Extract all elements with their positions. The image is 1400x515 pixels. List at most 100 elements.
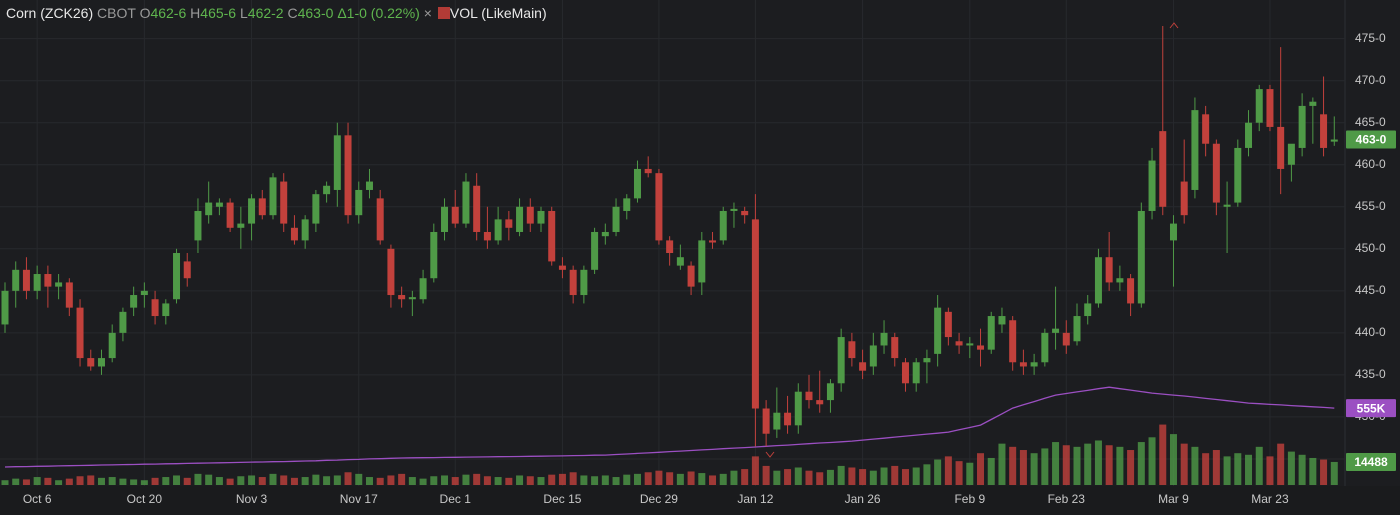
- volume-bar: [891, 465, 899, 485]
- candle-body: [591, 231, 599, 270]
- y-tick-label: 470-0: [1355, 73, 1386, 87]
- candle-body: [730, 208, 738, 211]
- volume-bar: [1159, 424, 1167, 485]
- volume-bar: [183, 477, 191, 485]
- volume-bar: [312, 474, 320, 485]
- candles: [1, 26, 1338, 447]
- candle-body: [355, 189, 363, 216]
- candle-body: [65, 282, 73, 308]
- candle-body: [612, 206, 620, 232]
- exchange: CBOT: [97, 5, 136, 21]
- candle-body: [837, 337, 845, 384]
- volume-bar: [1330, 461, 1338, 485]
- candle-body: [1052, 328, 1060, 333]
- volume-bar: [1169, 434, 1177, 485]
- candle-body: [655, 173, 663, 241]
- candle-body: [548, 210, 556, 262]
- volume-bar: [816, 472, 824, 485]
- volume-ma-tag-bg: [1346, 399, 1396, 418]
- volume-bar: [912, 467, 920, 485]
- price-tag-bg: [1346, 130, 1396, 149]
- candle-body: [601, 231, 609, 237]
- candle-body: [676, 257, 684, 266]
- candle-body: [441, 206, 449, 232]
- candle-body: [912, 362, 920, 384]
- candle-body: [194, 210, 202, 241]
- volume-bar: [226, 478, 234, 485]
- volume-bar: [1127, 450, 1135, 485]
- candle-body: [1030, 362, 1038, 367]
- candle-body: [494, 219, 502, 241]
- candle-body: [805, 391, 813, 401]
- close-button[interactable]: ×: [423, 5, 432, 21]
- volume-bar: [687, 471, 695, 485]
- candle-body: [398, 295, 406, 300]
- candle-body: [215, 202, 223, 207]
- volume-bar: [55, 480, 63, 485]
- candle-body: [784, 412, 792, 426]
- field-value: 463-0: [297, 5, 334, 21]
- volume-icon: [437, 7, 450, 19]
- x-tick-label: Mar 23: [1251, 492, 1289, 506]
- candle-body: [323, 185, 331, 195]
- volume-bar: [451, 477, 459, 485]
- candle-body: [1169, 223, 1177, 241]
- x-tick-label: Jan 12: [737, 492, 773, 506]
- volume-bar: [666, 472, 674, 485]
- candle-body: [44, 274, 52, 287]
- candle-body: [1245, 122, 1253, 148]
- volume-bar: [97, 477, 105, 485]
- volume-bar: [837, 465, 845, 485]
- volume-bar: [173, 475, 181, 485]
- volume-bar: [22, 479, 30, 485]
- volume-bar: [505, 477, 513, 485]
- indicator-name: VOL (LikeMain): [449, 5, 547, 21]
- volume-bar: [483, 476, 491, 485]
- candle-body: [1223, 204, 1231, 207]
- candle-body: [891, 337, 899, 359]
- volume-bar: [805, 470, 813, 485]
- volume-bar: [698, 473, 706, 485]
- candle-body: [1180, 181, 1188, 216]
- candle-body: [1148, 160, 1156, 211]
- volume-bar: [591, 476, 599, 485]
- candle-body: [526, 206, 534, 224]
- volume-bar: [387, 475, 395, 485]
- candle-body: [55, 282, 63, 287]
- volume-bar: [130, 479, 138, 485]
- volume-bar: [826, 469, 834, 485]
- volume-bar: [151, 477, 159, 485]
- candle-body: [1062, 332, 1070, 346]
- volume-bar: [344, 472, 352, 485]
- volume-bar: [880, 467, 888, 485]
- volume-bar: [719, 473, 727, 485]
- volume-bar: [955, 461, 963, 485]
- candle-body: [644, 168, 652, 174]
- candle-body: [1094, 257, 1102, 304]
- x-tick-label: Dec 29: [640, 492, 678, 506]
- volume-bar: [709, 475, 717, 485]
- candle-body: [666, 240, 674, 254]
- candle-body: [923, 358, 931, 363]
- grid: [0, 0, 1345, 486]
- volume-bar: [376, 477, 384, 485]
- volume-bar: [1223, 456, 1231, 485]
- x-tick-label: Oct 20: [127, 492, 163, 506]
- volume-bar: [65, 478, 73, 485]
- volume-bar: [140, 480, 148, 485]
- volume-bar: [408, 477, 416, 485]
- volume-bar: [1052, 442, 1060, 485]
- candle-body: [408, 297, 416, 300]
- volume-bar: [280, 475, 288, 485]
- volume-bar: [655, 470, 663, 485]
- volume-bar: [323, 476, 331, 485]
- volume-bar: [580, 475, 588, 485]
- candle-body: [1202, 114, 1210, 144]
- candle-body: [1009, 320, 1017, 363]
- volume-bar: [1019, 450, 1027, 485]
- volume-bar: [784, 469, 792, 485]
- candle-body: [1073, 316, 1081, 342]
- candle-body: [623, 198, 631, 211]
- y-tick-label: 450-0: [1355, 241, 1386, 255]
- x-tick-label: Dec 1: [440, 492, 472, 506]
